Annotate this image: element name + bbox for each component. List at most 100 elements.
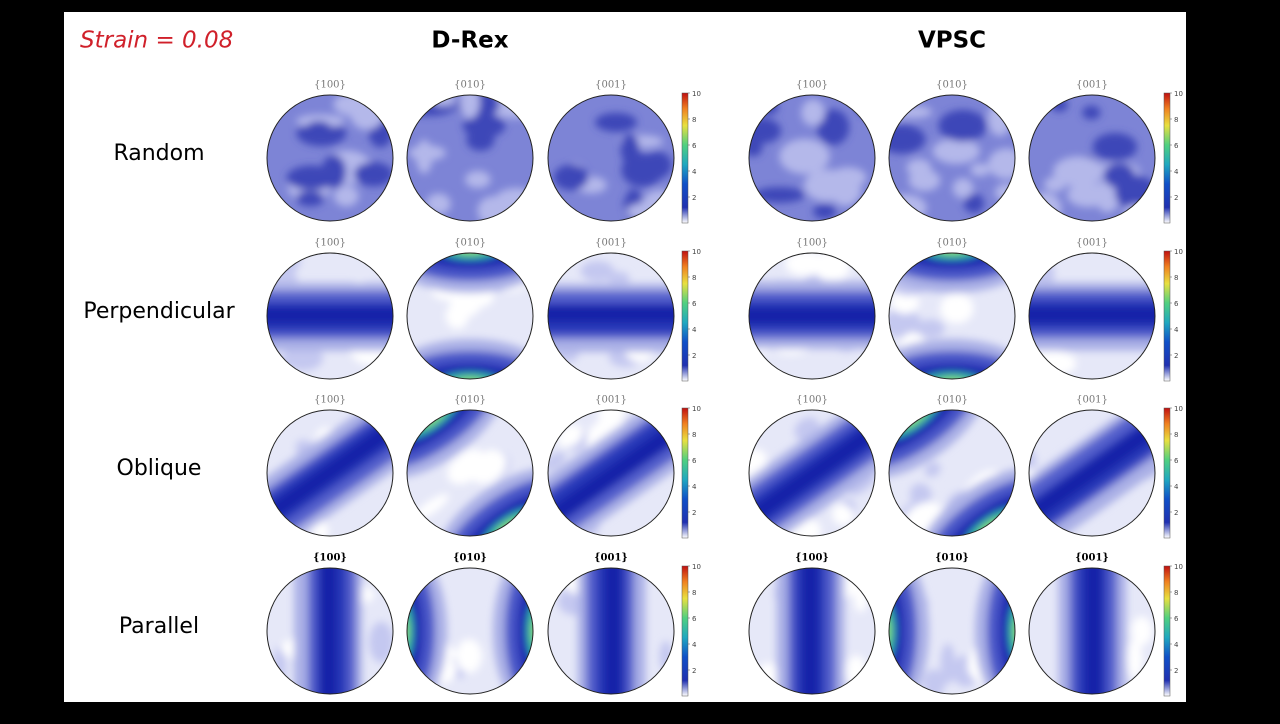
- pole-figure-outline: [266, 409, 394, 537]
- colorbar-tick-label: 8: [692, 116, 696, 124]
- colorbar-tick-label: 4: [1174, 483, 1179, 491]
- pole-label: {001}: [1076, 238, 1108, 249]
- pole-label: {010}: [936, 80, 968, 91]
- colorbar-tick-label: 4: [692, 641, 697, 649]
- pole-figure: [266, 409, 394, 537]
- pole-label: {010}: [454, 80, 486, 91]
- pole-figure-outline: [748, 567, 876, 695]
- pole-figure-outline: [888, 94, 1016, 222]
- colorbar-tick-label: 10: [1174, 248, 1183, 256]
- colorbar: [1163, 407, 1171, 539]
- colorbar-tick-label: 8: [1174, 431, 1178, 439]
- pole-figure-outline: [406, 252, 534, 380]
- colorbar-tick-label: 2: [692, 194, 696, 202]
- colorbar: [681, 407, 689, 539]
- pole-figure-outline: [547, 567, 675, 695]
- pole-label: {001}: [595, 395, 627, 406]
- pole-figure-outline: [266, 252, 394, 380]
- colorbar: [681, 250, 689, 382]
- row-label: Random: [113, 141, 204, 166]
- colorbar-tick-label: 2: [1174, 667, 1178, 675]
- colorbar-tick-label: 2: [692, 509, 696, 517]
- pole-label: {100}: [796, 395, 828, 406]
- colorbar-tick-label: 10: [692, 563, 701, 571]
- pole-label: {100}: [796, 80, 828, 91]
- pole-figure-outline: [1028, 94, 1156, 222]
- pole-figure-outline: [547, 252, 675, 380]
- pole-label: {010}: [935, 553, 969, 564]
- pole-figure-outline: [406, 409, 534, 537]
- pole-label: {100}: [796, 238, 828, 249]
- pole-label: {100}: [314, 395, 346, 406]
- pole-figure: [1028, 409, 1156, 537]
- colorbar: [1163, 250, 1171, 382]
- pole-label: {001}: [595, 238, 627, 249]
- colorbar-tick-label: 10: [692, 90, 701, 98]
- colorbar-tick-label: 6: [692, 615, 697, 623]
- colorbar-tick-label: 8: [1174, 589, 1178, 597]
- colorbar-tick-label: 4: [1174, 168, 1179, 176]
- colorbar: [681, 92, 689, 224]
- pole-figure-outline: [266, 94, 394, 222]
- colorbar-tick-label: 10: [1174, 563, 1183, 571]
- colorbar-tick-label: 6: [692, 142, 697, 150]
- pole-label: {100}: [314, 80, 346, 91]
- colorbar-tick-label: 4: [692, 168, 697, 176]
- colorbar-tick-label: 2: [1174, 194, 1178, 202]
- pole-figure-outline: [1028, 252, 1156, 380]
- pole-figure: [748, 567, 876, 695]
- pole-figure-outline: [406, 94, 534, 222]
- colorbar-tick-label: 8: [1174, 116, 1178, 124]
- pole-figure: [1028, 567, 1156, 695]
- pole-label: {010}: [453, 553, 487, 564]
- group-title: VPSC: [918, 28, 986, 54]
- pole-label: {100}: [795, 553, 829, 564]
- pole-label: {010}: [454, 395, 486, 406]
- colorbar-tick-label: 8: [692, 589, 696, 597]
- pole-figure: [406, 252, 534, 380]
- pole-figure-outline: [748, 252, 876, 380]
- pole-label: {010}: [936, 395, 968, 406]
- pole-label: {100}: [313, 553, 347, 564]
- pole-figure: [748, 252, 876, 380]
- colorbar-tick-label: 6: [1174, 142, 1179, 150]
- colorbar-tick-label: 4: [692, 326, 697, 334]
- pole-figure-outline: [888, 252, 1016, 380]
- pole-figure: [266, 252, 394, 380]
- colorbar-tick-label: 8: [692, 274, 696, 282]
- pole-label: {010}: [454, 238, 486, 249]
- pole-figure: [406, 567, 534, 695]
- colorbar-tick-label: 4: [1174, 641, 1179, 649]
- pole-label: {001}: [594, 553, 628, 564]
- colorbar-tick-label: 6: [1174, 615, 1179, 623]
- colorbar-tick-label: 6: [692, 457, 697, 465]
- colorbar-tick-label: 8: [692, 431, 696, 439]
- colorbar-tick-label: 2: [692, 667, 696, 675]
- pole-figure: [888, 252, 1016, 380]
- colorbar-tick-label: 6: [1174, 457, 1179, 465]
- colorbar-tick-label: 6: [1174, 300, 1179, 308]
- pole-figure-outline: [266, 567, 394, 695]
- pole-figure: [547, 94, 675, 222]
- colorbar: [1163, 92, 1171, 224]
- colorbar-tick-label: 10: [692, 405, 701, 413]
- pole-figure-outline: [547, 94, 675, 222]
- pole-label: {001}: [1076, 80, 1108, 91]
- row-label: Parallel: [119, 614, 199, 639]
- pole-figure-outline: [888, 409, 1016, 537]
- row-label: Oblique: [117, 456, 202, 481]
- pole-figure-outline: [406, 567, 534, 695]
- pole-figure: [547, 409, 675, 537]
- colorbar-tick-label: 10: [1174, 90, 1183, 98]
- colorbar-tick-label: 6: [692, 300, 697, 308]
- colorbar-tick-label: 4: [1174, 326, 1179, 334]
- strain-label: Strain = 0.08: [80, 28, 233, 54]
- pole-label: {001}: [1075, 553, 1109, 564]
- row-label: Perpendicular: [83, 299, 235, 324]
- pole-figure-outline: [748, 409, 876, 537]
- pole-figure: [547, 252, 675, 380]
- pole-figure: [888, 567, 1016, 695]
- colorbar: [681, 565, 689, 697]
- colorbar-tick-label: 8: [1174, 274, 1178, 282]
- pole-figure-outline: [1028, 567, 1156, 695]
